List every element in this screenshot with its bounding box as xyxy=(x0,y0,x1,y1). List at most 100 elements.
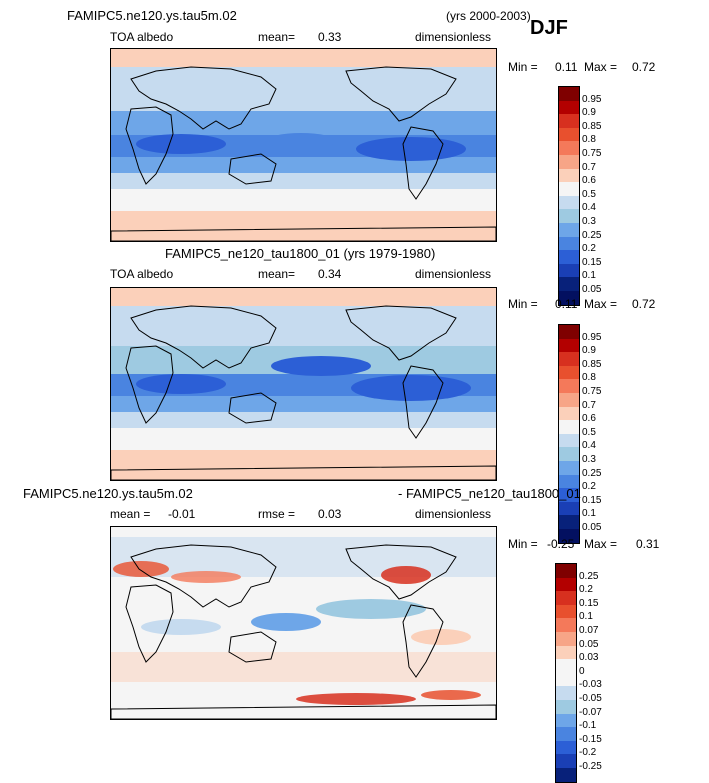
panel1-max-value: 0.72 xyxy=(632,60,656,74)
colorbar-swatch xyxy=(559,87,579,101)
panel1-years: (yrs 2000-2003) xyxy=(446,9,531,23)
colorbar-tick-label: -0.2 xyxy=(579,747,597,759)
colorbar-tick-label: 0.6 xyxy=(582,413,596,425)
colorbar-swatch xyxy=(559,195,579,210)
colorbar-swatch xyxy=(559,338,579,353)
colorbar-swatch xyxy=(556,604,576,619)
colorbar-swatch xyxy=(559,528,579,543)
panel3-rmse-value: 0.03 xyxy=(318,507,342,521)
colorbar-tick-label: 0.15 xyxy=(582,256,602,268)
panel1-map xyxy=(110,48,497,242)
colorbar-tick-label: 0.95 xyxy=(582,93,602,105)
colorbar-swatch xyxy=(556,713,576,728)
colorbar-swatch xyxy=(559,127,579,142)
colorbar-swatch xyxy=(556,618,576,632)
colorbar-tick-label: 0.75 xyxy=(582,386,602,397)
panel1-mean-label: mean= xyxy=(258,30,296,44)
colorbar-tick-label: 0.9 xyxy=(582,107,596,119)
colorbar-swatch xyxy=(556,767,576,782)
colorbar-tick-label: 0.5 xyxy=(582,188,596,200)
panel3-units: dimensionless xyxy=(415,507,492,521)
colorbar-swatch xyxy=(556,754,576,768)
panel3-mean-value: -0.01 xyxy=(168,507,196,521)
panel1-title: FAMIPC5.ne120.ys.tau5m.02 xyxy=(67,8,237,23)
colorbar-swatch xyxy=(559,501,579,516)
colorbar-tick-label: 0.8 xyxy=(582,134,596,146)
colorbar-swatch xyxy=(559,263,579,278)
panel2-colorbar-swatches xyxy=(558,324,580,544)
colorbar-swatch xyxy=(559,154,579,169)
colorbar-tick-label: 0.1 xyxy=(582,508,596,520)
panel1-albedo-field xyxy=(111,49,496,241)
colorbar-swatch xyxy=(559,474,579,489)
colorbar-tick-label: 0.25 xyxy=(579,570,599,582)
colorbar-tick-label: 0.07 xyxy=(579,625,599,636)
colorbar-swatch xyxy=(556,727,576,741)
colorbar-tick-label: 0 xyxy=(579,665,585,677)
panel3-difference-field xyxy=(111,527,496,719)
colorbar-swatch xyxy=(559,290,579,305)
panel1-variable: TOA albedo xyxy=(110,30,174,44)
colorbar-tick-label: 0.15 xyxy=(579,597,599,609)
colorbar-swatch xyxy=(559,222,579,237)
panel3-rmse-label: rmse = xyxy=(258,507,296,521)
colorbar-swatch xyxy=(559,365,579,380)
panel1-units: dimensionless xyxy=(415,30,492,44)
panel1-mean-value: 0.33 xyxy=(318,30,342,44)
colorbar-swatch xyxy=(559,141,579,155)
colorbar-tick-label: 0.1 xyxy=(582,270,596,282)
panel2-variable: TOA albedo xyxy=(110,267,174,281)
colorbar-swatch xyxy=(556,699,576,714)
panel1-max-label: Max = xyxy=(584,60,618,74)
colorbar-tick-label: 0.4 xyxy=(582,440,596,452)
panel1-min-label: Min = xyxy=(508,60,538,74)
panel2-mean-value: 0.34 xyxy=(318,267,342,281)
panel3-min-label: Min = xyxy=(508,537,538,551)
colorbar-tick-label: 0.15 xyxy=(582,494,602,506)
colorbar-swatch xyxy=(556,564,576,578)
colorbar-tick-label: -0.25 xyxy=(579,761,602,772)
colorbar-swatch xyxy=(559,420,579,434)
panel1-min-value: 0.11 xyxy=(555,60,578,74)
colorbar-swatch xyxy=(556,672,576,687)
colorbar-tick-label: 0.05 xyxy=(579,638,599,650)
colorbar-swatch xyxy=(559,277,579,291)
panel2-max-label: Max = xyxy=(584,297,618,311)
colorbar-tick-label: 0.1 xyxy=(579,611,593,623)
colorbar-tick-label: 0.85 xyxy=(582,358,602,370)
panel2-albedo-field xyxy=(111,288,496,480)
colorbar-swatch xyxy=(556,740,576,755)
colorbar-swatch xyxy=(559,488,579,502)
panel3-title: FAMIPC5.ne120.ys.tau5m.02 xyxy=(23,486,193,501)
colorbar-tick-label: 0.05 xyxy=(582,284,602,295)
colorbar-tick-label: 0.95 xyxy=(582,331,602,343)
colorbar-swatch xyxy=(559,100,579,115)
colorbar-tick-label: -0.15 xyxy=(579,733,602,745)
colorbar-tick-label: -0.05 xyxy=(579,693,602,704)
panel2-min-label: Min = xyxy=(508,297,538,311)
colorbar-tick-label: 0.85 xyxy=(582,120,602,132)
colorbar-tick-label: 0.75 xyxy=(582,148,602,159)
colorbar-tick-label: 0.3 xyxy=(582,454,596,465)
panel1-colorbar-swatches xyxy=(558,86,580,306)
colorbar-tick-label: 0.7 xyxy=(582,161,596,173)
panel3-colorbar-swatches xyxy=(555,563,577,783)
colorbar-tick-label: -0.1 xyxy=(579,720,597,732)
panel3-max-label: Max = xyxy=(584,537,618,551)
colorbar-tick-label: 0.05 xyxy=(582,522,602,533)
colorbar-swatch xyxy=(559,406,579,421)
colorbar-tick-label: 0.2 xyxy=(582,243,596,255)
panel3-min-value: -0.25 xyxy=(547,537,575,551)
colorbar-tick-label: 0.6 xyxy=(582,175,596,187)
colorbar-tick-label: 0.8 xyxy=(582,372,596,384)
panel3-max-value: 0.31 xyxy=(636,537,660,551)
colorbar-swatch xyxy=(559,114,579,128)
colorbar-swatch xyxy=(559,515,579,529)
panel2-min-value: 0.11 xyxy=(555,297,578,311)
panel2-mean-label: mean= xyxy=(258,267,296,281)
panel3-map xyxy=(110,526,497,720)
colorbar-tick-label: -0.03 xyxy=(579,679,602,691)
colorbar-swatch xyxy=(556,645,576,660)
colorbar-swatch xyxy=(559,352,579,366)
colorbar-swatch xyxy=(559,460,579,475)
